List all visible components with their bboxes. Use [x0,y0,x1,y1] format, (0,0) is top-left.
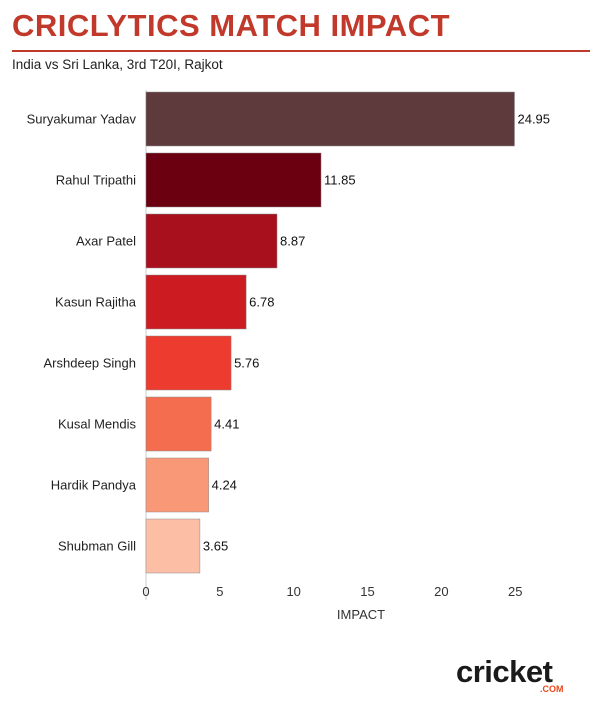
bar [145,274,247,330]
bar [145,152,322,208]
title-underline [12,50,590,52]
x-tick-label: 25 [508,584,522,599]
data-label: 5.76 [234,356,259,371]
bar [145,213,278,269]
bar [145,91,515,147]
category-label: Shubman Gill [58,539,136,554]
category-label: Axar Patel [76,234,136,249]
chart-subtitle: India vs Sri Lanka, 3rd T20I, Rajkot [12,57,223,72]
x-tick-label: 15 [360,584,374,599]
chart-title: CRICLYTICS MATCH IMPACT [12,8,451,43]
data-label: 6.78 [249,295,274,310]
category-label: Kusal Mendis [58,417,137,432]
logo-suffix: .COM [540,684,564,694]
category-label: Hardik Pandya [51,478,137,493]
x-tick-label: 10 [286,584,300,599]
data-label: 8.87 [280,234,305,249]
data-label: 3.65 [203,539,228,554]
category-label: Suryakumar Yadav [27,112,137,127]
data-label: 4.24 [212,478,237,493]
data-label: 24.95 [517,112,550,127]
logo-wordmark: cricket [456,654,553,689]
bar [145,396,212,452]
category-label: Rahul Tripathi [56,173,136,188]
data-label: 11.85 [324,173,356,188]
bar [145,457,209,513]
x-tick-label: 5 [216,584,223,599]
bar [145,335,232,391]
category-label: Kasun Rajitha [55,295,137,310]
brand-logo: cricket .COM [456,654,576,698]
x-tick-label: 0 [142,584,149,599]
category-label: Arshdeep Singh [43,356,136,371]
x-tick-label: 20 [434,584,448,599]
bar [145,518,201,574]
x-axis-title: IMPACT [337,607,385,622]
data-label: 4.41 [214,417,239,432]
